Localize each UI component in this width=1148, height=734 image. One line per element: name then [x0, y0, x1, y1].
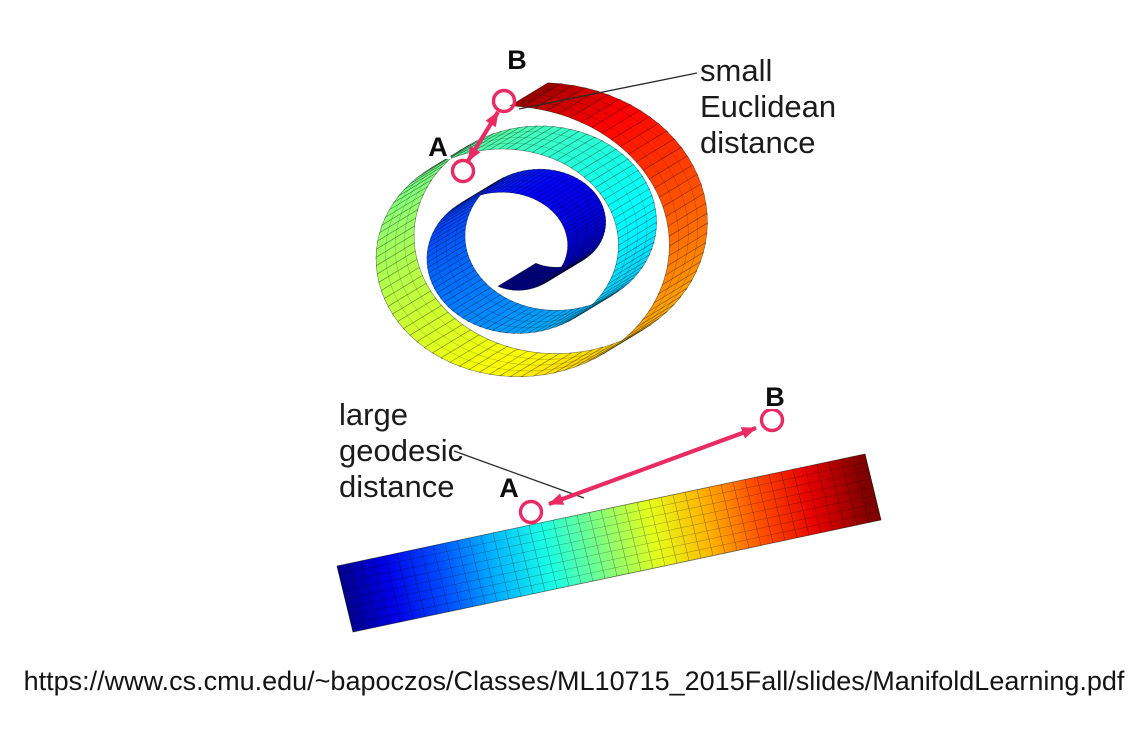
- geodesic-annotation-line: geodesic: [339, 433, 464, 468]
- swiss-roll-surface: [375, 82, 708, 377]
- leader-line-geodesic: [453, 450, 585, 499]
- roll-point-b-label: B: [507, 45, 527, 75]
- euclidean-annotation: small Euclidean distance: [700, 53, 836, 161]
- geodesic-annotation-line: large: [339, 397, 408, 432]
- leader-line-euclidean: [518, 72, 698, 110]
- roll-point-a-label: A: [428, 132, 448, 162]
- euclidean-annotation-line: distance: [700, 125, 816, 160]
- geodesic-annotation-line: distance: [339, 469, 455, 504]
- geodesic-annotation: large geodesic distance: [339, 397, 463, 505]
- strip-point-a-label: A: [499, 473, 519, 503]
- euclidean-annotation-line: small: [700, 53, 773, 88]
- source-url: https://www.cs.cmu.edu/~bapoczos/Classes…: [23, 666, 1125, 696]
- strip-point-b-marker: [759, 407, 785, 433]
- euclidean-distance-arrow: [466, 110, 500, 163]
- euclidean-annotation-line: Euclidean: [700, 89, 837, 124]
- strip-point-b-label: B: [765, 382, 785, 412]
- strip-point-a-marker: [518, 499, 544, 525]
- roll-point-a-marker: [450, 158, 476, 184]
- geodesic-distance-arrow: [548, 426, 757, 506]
- roll-point-b-marker: [491, 88, 517, 114]
